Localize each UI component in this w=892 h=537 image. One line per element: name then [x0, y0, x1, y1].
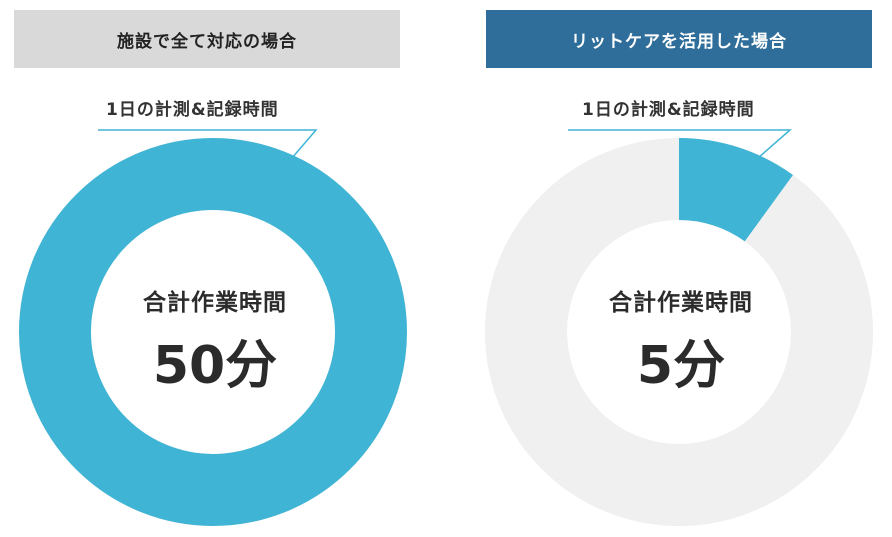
facility-measure-label: 1日の計測&記録時間	[106, 100, 279, 120]
facility-center-label: 合計作業時間	[143, 290, 287, 316]
panel-facility: 施設で全て対応の場合 1日の計測&記録時間 合計作業時間 50分	[14, 10, 407, 526]
littcare-slice-1	[484, 138, 873, 526]
littcare-leader-line	[568, 129, 792, 159]
littcare-slice-0	[679, 138, 794, 242]
facility-leader-line	[98, 129, 318, 159]
panel-littcare: リットケアを活用した場合 1日の計測&記録時間 合計作業時間 5分	[446, 0, 892, 537]
facility-header: 施設で全て対応の場合	[14, 10, 400, 68]
littcare-center: 合計作業時間 5分	[586, 283, 776, 398]
facility-center-value: 50分	[152, 336, 278, 396]
littcare-center-label: 合計作業時間	[609, 290, 753, 316]
facility-slice-0	[19, 138, 407, 526]
facility-center: 合計作業時間 50分	[120, 283, 310, 398]
littcare-header: リットケアを活用した場合	[486, 10, 872, 68]
littcare-donut-chart	[484, 129, 873, 526]
littcare-measure-label: 1日の計測&記録時間	[582, 100, 755, 120]
littcare-center-value: 5分	[636, 336, 726, 396]
facility-donut-chart	[19, 129, 407, 526]
